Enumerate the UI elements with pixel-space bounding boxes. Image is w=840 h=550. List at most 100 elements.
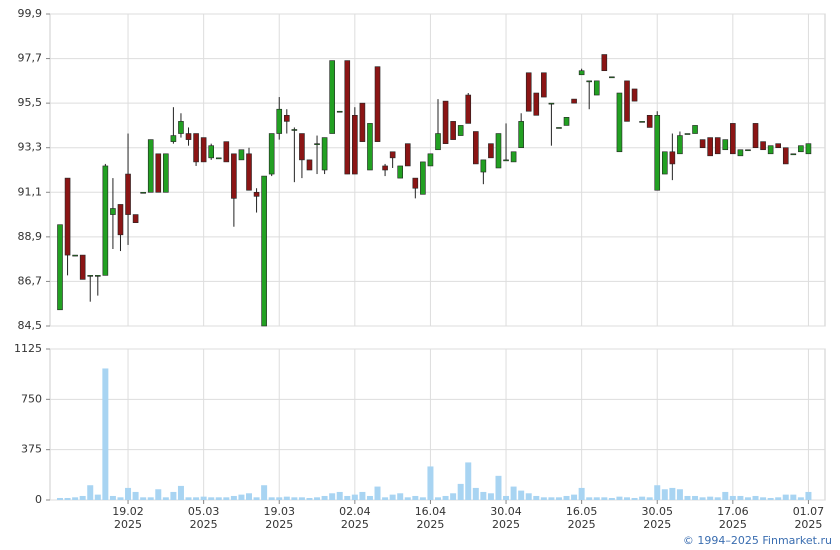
volume-bar xyxy=(291,497,298,500)
candle-body xyxy=(321,137,328,171)
volume-bar xyxy=(616,496,623,500)
candle-body xyxy=(427,153,434,167)
volume-bar xyxy=(760,497,767,500)
volume-bar xyxy=(495,475,502,500)
candle-body xyxy=(208,145,214,159)
volume-bar xyxy=(147,497,154,500)
volume-bar xyxy=(177,485,184,500)
volume-bar xyxy=(268,497,275,500)
candle-body xyxy=(593,80,600,96)
candle-body xyxy=(163,153,169,193)
candle-body xyxy=(79,254,86,280)
candle-body xyxy=(495,133,502,169)
volume-bar xyxy=(238,494,245,500)
volume-bar xyxy=(276,497,283,500)
candle-body xyxy=(541,72,547,98)
volume-bar xyxy=(298,497,305,500)
volume-bar xyxy=(669,487,676,500)
volume-bar xyxy=(246,493,252,500)
candle-body xyxy=(684,133,691,135)
candle-body xyxy=(336,110,343,113)
x-tick-label: 30.05 2025 xyxy=(641,505,673,531)
x-tick-label: 05.03 2025 xyxy=(187,505,220,531)
volume-bar xyxy=(132,491,139,500)
candle-body xyxy=(798,145,804,153)
x-tick-label: 19.02 2025 xyxy=(112,505,144,531)
candle-body xyxy=(480,159,487,173)
candle-body xyxy=(571,98,577,104)
candle-body xyxy=(404,143,411,167)
volume-bar xyxy=(639,496,646,500)
candle-body xyxy=(412,177,419,189)
volume-panel xyxy=(49,348,826,501)
candle-body xyxy=(631,88,638,102)
candle-body xyxy=(563,117,570,126)
candle-body xyxy=(389,151,396,159)
volume-bar xyxy=(351,494,358,500)
volume-bar xyxy=(336,491,343,500)
x-tick-label: 01.07 2025 xyxy=(792,505,825,531)
volume-bar xyxy=(525,493,532,500)
volume-bar xyxy=(193,497,200,500)
candle-body xyxy=(601,54,608,72)
volume-bar xyxy=(699,497,706,500)
volume-bar xyxy=(631,497,638,500)
volume-bar xyxy=(412,495,419,500)
volume-bar xyxy=(283,496,290,500)
candle-body xyxy=(231,153,237,199)
candle-body xyxy=(352,114,358,175)
y-tick-label: 95,5 xyxy=(18,96,43,109)
candle-body xyxy=(215,157,222,160)
volume-bar xyxy=(654,485,661,500)
candle-body xyxy=(102,165,109,276)
candle-body xyxy=(578,70,585,76)
candle-body xyxy=(155,153,162,193)
candle-body xyxy=(246,153,252,191)
candle-body xyxy=(283,114,290,122)
volume-bar xyxy=(722,491,729,500)
volume-bar xyxy=(782,494,789,500)
candle-body xyxy=(299,133,305,161)
volume-bar xyxy=(72,497,79,500)
volume-bar xyxy=(465,462,472,500)
volume-bar xyxy=(714,497,721,500)
candle-body xyxy=(147,139,154,193)
volume-bar xyxy=(624,497,630,500)
volume-bar xyxy=(374,486,381,500)
y-tick-label: 93,3 xyxy=(18,141,43,154)
candle-body xyxy=(435,133,441,151)
volume-bar xyxy=(230,495,237,500)
candle-body xyxy=(609,76,615,79)
volume-bar xyxy=(593,497,600,500)
candle-body xyxy=(790,153,797,156)
candle-body xyxy=(140,191,146,194)
volume-bar xyxy=(314,497,321,500)
x-tick-label: 02.04 2025 xyxy=(339,505,371,531)
volume-bar xyxy=(729,495,736,500)
candle-body xyxy=(586,80,593,83)
candle-body xyxy=(170,135,177,142)
candle-body xyxy=(782,147,789,165)
candle-body xyxy=(110,208,116,215)
candle-body xyxy=(488,143,494,159)
x-tick-label: 16.05 2025 xyxy=(565,505,598,531)
candle-body xyxy=(518,121,524,149)
candle-body xyxy=(616,92,623,153)
candle-body xyxy=(556,127,562,129)
candle-body xyxy=(745,149,751,152)
candle-body xyxy=(178,121,184,134)
candle-body xyxy=(268,133,275,175)
y-tick-label: 1125 xyxy=(14,342,42,355)
volume-bar xyxy=(608,497,615,500)
candle-body xyxy=(510,151,517,163)
candle-body xyxy=(359,102,366,142)
candle-body xyxy=(533,92,540,116)
volume-bar xyxy=(125,487,132,500)
candle-body xyxy=(397,165,404,179)
volume-bar xyxy=(676,489,683,500)
volume-bar xyxy=(94,494,101,500)
candle-body xyxy=(450,121,456,140)
volume-bar xyxy=(389,494,396,500)
candle-body xyxy=(661,151,668,175)
